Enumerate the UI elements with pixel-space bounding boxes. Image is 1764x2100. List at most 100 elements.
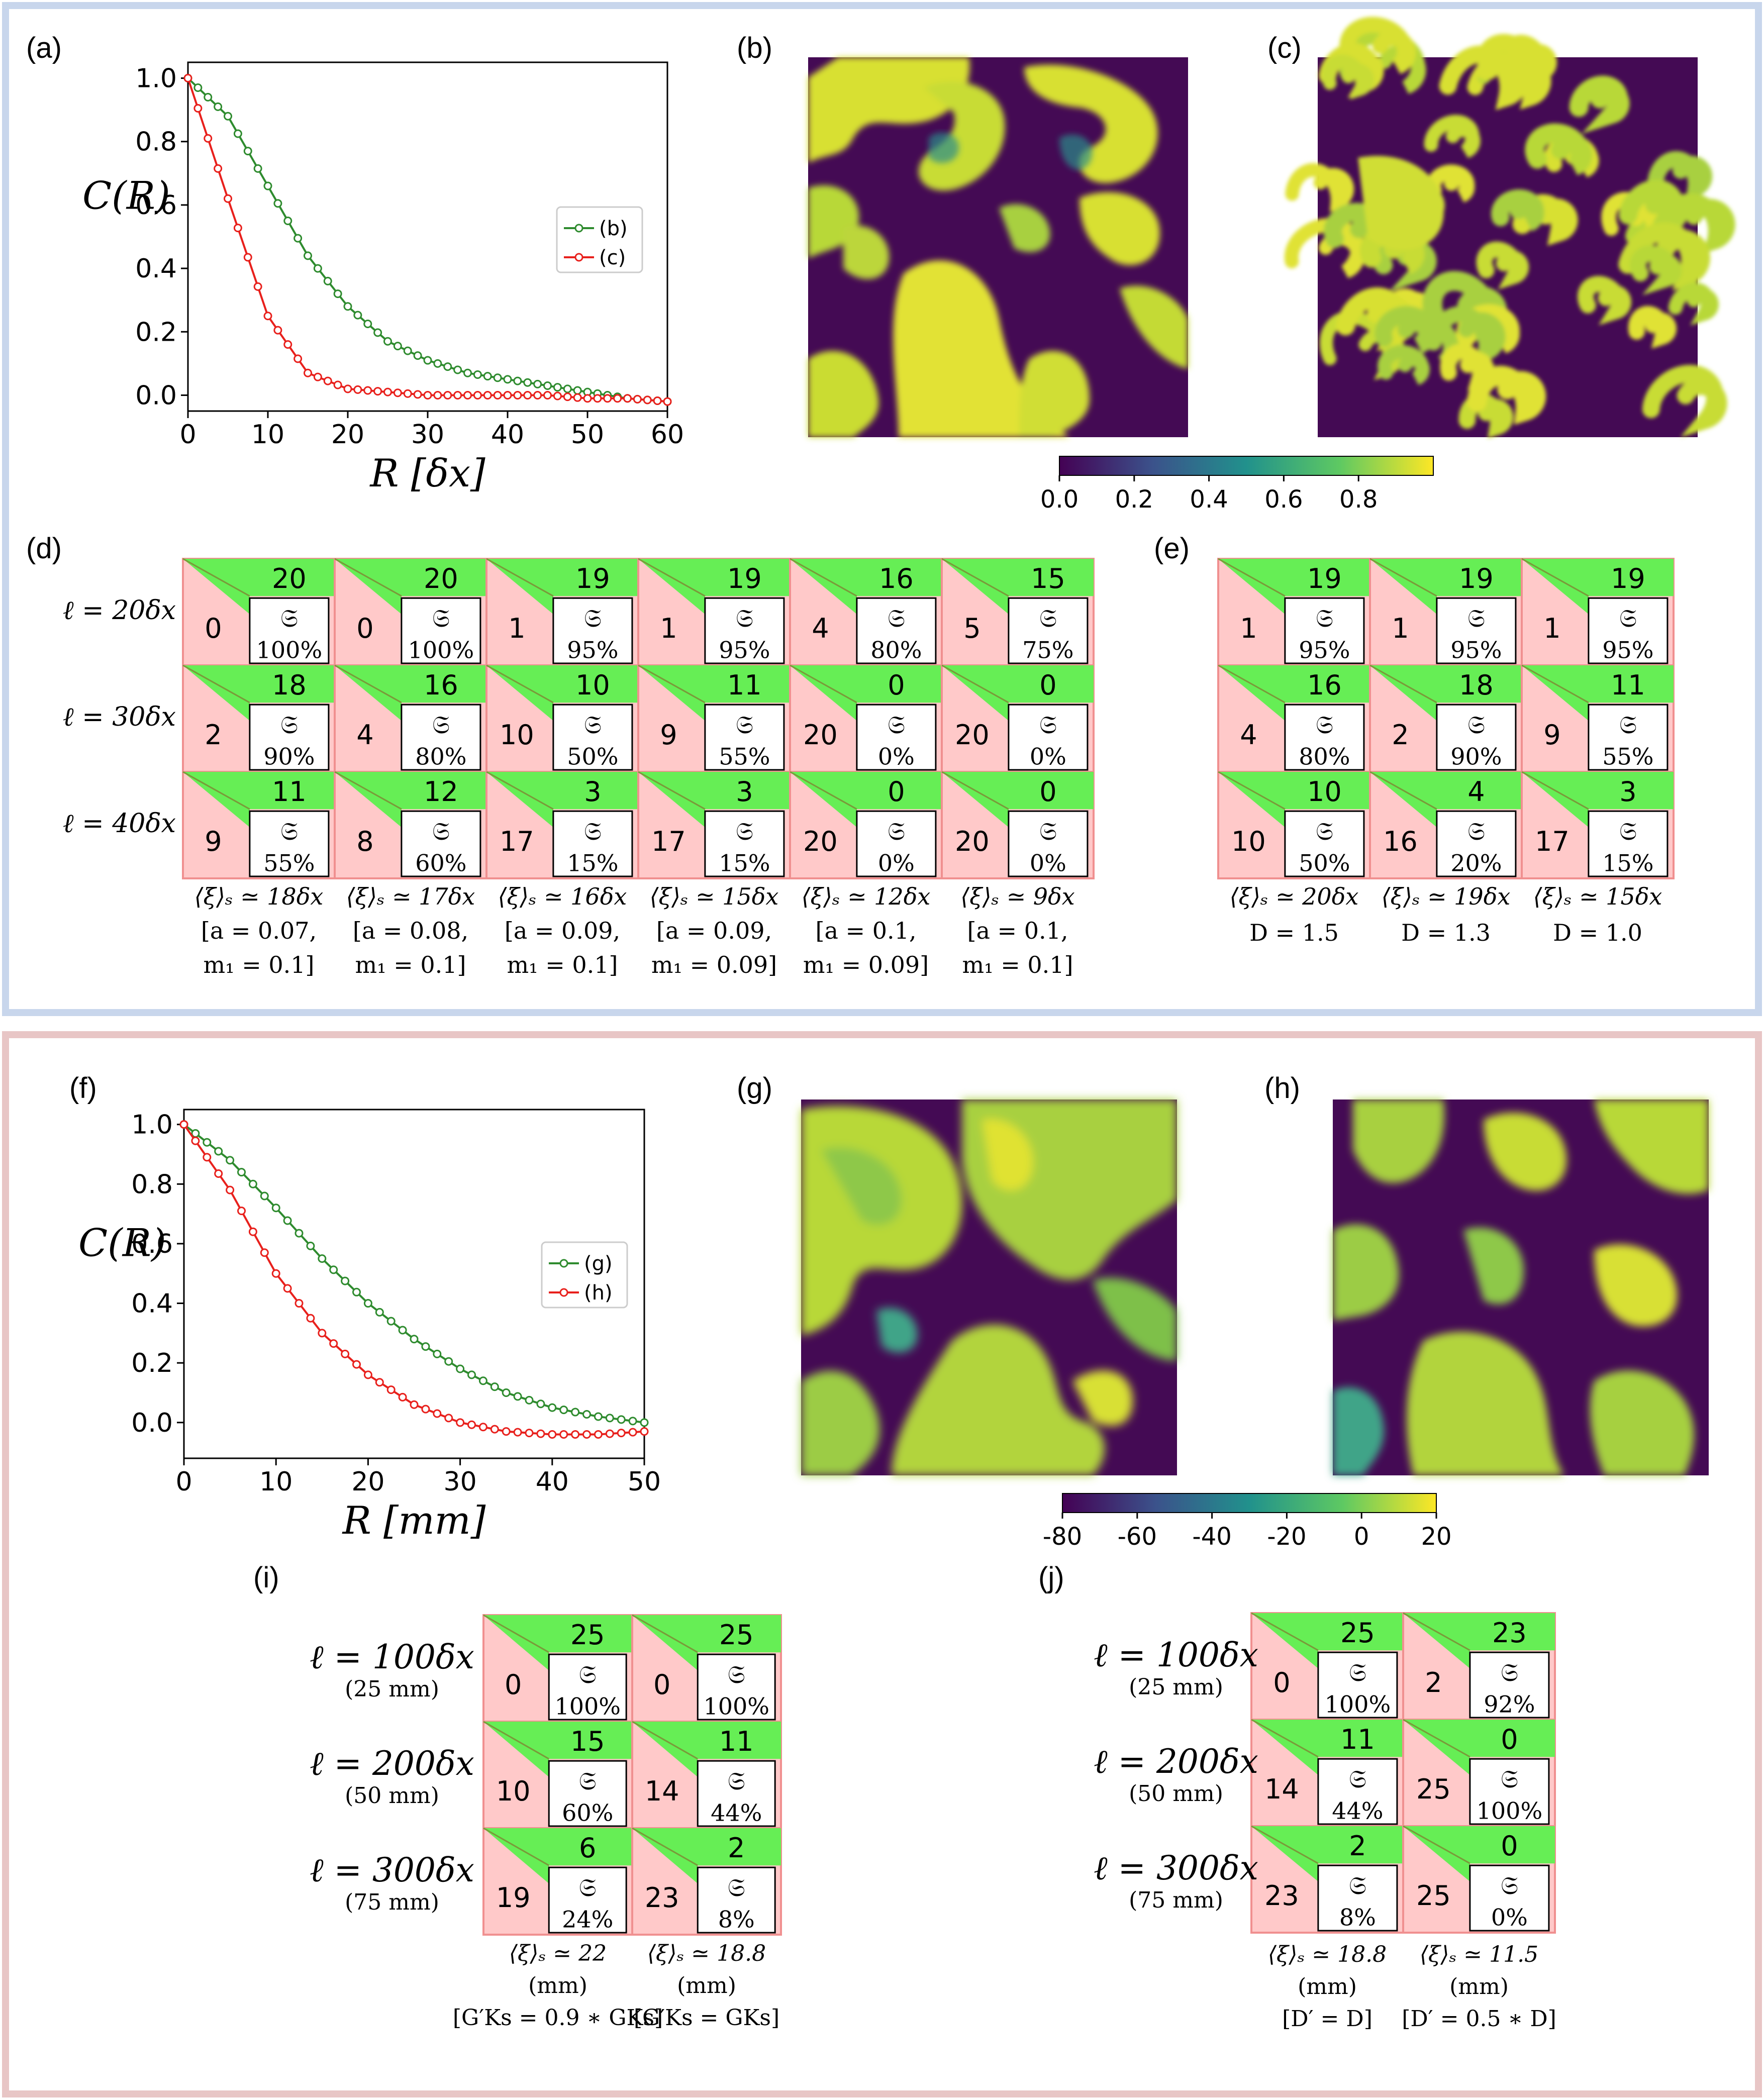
panel-label-c: (c) [1267, 32, 1302, 64]
column-caption: ⟨ξ⟩ₛ ≃ 19δx [1382, 883, 1511, 910]
cell-percent-box [697, 1866, 776, 1934]
data-point [363, 386, 372, 395]
data-point [559, 1430, 568, 1439]
cell-green-region [638, 772, 790, 828]
swirl-pattern [1285, 163, 1354, 213]
cell-diagonal [1251, 1719, 1319, 1758]
cell-percent: 92% [1484, 1691, 1535, 1718]
column-caption: ⟨ξ⟩ₛ ≃ 20δx [1230, 883, 1359, 910]
cell-percent-box [1284, 810, 1365, 877]
column-caption: [G′Ks = 0.9 ∗ GKs] [453, 2005, 663, 2031]
y-tick-label: 0.2 [135, 317, 177, 347]
cell-green-region [483, 1828, 632, 1884]
cell-green-region [1403, 1826, 1555, 1882]
data-point [293, 234, 303, 243]
cell-top-count: 19 [727, 563, 762, 594]
cell-left-count: 2 [1425, 1667, 1442, 1698]
cell-symbol: 𝔖 [1349, 1871, 1366, 1900]
cell-top-count: 2 [1349, 1830, 1366, 1862]
cell-diagonal [182, 664, 250, 704]
cell-percent: 60% [415, 850, 466, 877]
column-caption: D = 1.3 [1401, 919, 1491, 946]
cell-diagonal [1251, 1825, 1319, 1864]
cell-top-count: 25 [1340, 1617, 1375, 1649]
cell-diagonal [632, 1827, 698, 1866]
swirl-pattern [1618, 179, 1689, 240]
cell-green-region [638, 559, 790, 615]
cell-top-count: 0 [888, 669, 905, 701]
y-tick-label: 0.8 [131, 1169, 173, 1199]
cell-left-count: 0 [505, 1669, 522, 1701]
data-point [293, 354, 303, 363]
data-point [253, 282, 262, 291]
data-point [536, 1399, 545, 1409]
colorbar-tick-label: -60 [1118, 1523, 1157, 1551]
data-point [594, 1430, 603, 1439]
swirl-pattern [1477, 34, 1545, 95]
data-point [563, 384, 572, 393]
x-tick-label: 20 [331, 420, 364, 450]
column-caption: m₁ = 0.1] [507, 951, 618, 978]
data-point [543, 381, 552, 390]
data-point [273, 199, 282, 208]
colorbar-tick-label: -20 [1267, 1523, 1306, 1551]
data-point [433, 390, 442, 399]
legend-label: (c) [599, 246, 626, 269]
panel-label-j: (j) [1038, 1561, 1064, 1594]
cell-diagonal [483, 1721, 549, 1760]
data-point [490, 1382, 499, 1391]
cell-top-count: 15 [570, 1726, 605, 1757]
cell-symbol: 𝔖 [1316, 817, 1333, 846]
cell-top-count: 11 [719, 1726, 754, 1757]
cell-percent: 80% [415, 743, 466, 770]
data-point [352, 1360, 361, 1369]
cell-symbol: 𝔖 [1039, 710, 1057, 739]
data-point [333, 289, 342, 298]
data-point [503, 375, 512, 384]
cell-percent-box [1317, 1864, 1398, 1932]
data-point [304, 251, 312, 260]
data-point [523, 378, 532, 387]
x-tick-label: 20 [351, 1467, 384, 1497]
panel-label-i: (i) [253, 1561, 279, 1594]
field-image-c [1284, 17, 1735, 439]
column-caption: m₁ = 0.1] [204, 951, 315, 978]
cell-top-count: 19 [1459, 563, 1494, 594]
data-point [433, 1409, 442, 1418]
cell-top-count: 19 [1307, 563, 1342, 594]
legend-label: (b) [599, 217, 628, 240]
data-point [463, 368, 472, 377]
cell-percent: 75% [1022, 637, 1073, 664]
cell-green-region [1251, 1613, 1403, 1669]
cell-top-count: 19 [575, 563, 610, 594]
x-axis-label: R [δx] [369, 451, 485, 495]
column-caption: ⟨ξ⟩ₛ ≃ 9δx [960, 883, 1074, 910]
cell-diagonal [638, 664, 706, 704]
data-point [283, 1284, 292, 1293]
cell-left-count: 8 [356, 826, 373, 857]
cell-left-count: 1 [660, 613, 677, 644]
cell-symbol: 𝔖 [432, 817, 450, 846]
cell-percent: 15% [567, 850, 618, 877]
cell-top-count: 2 [728, 1832, 745, 1864]
cell-percent-box [552, 810, 633, 877]
data-point [473, 390, 482, 399]
cell-symbol: 𝔖 [280, 710, 298, 739]
cell-percent: 95% [1602, 637, 1653, 664]
row-label: ℓ = 200δx [310, 1744, 474, 1783]
cell-percent: 100% [1477, 1797, 1543, 1825]
data-point [413, 351, 422, 360]
data-point [398, 1392, 407, 1402]
cell-percent-box [1284, 704, 1365, 771]
cell-percent: 50% [567, 743, 618, 770]
colorbar-tick-label: -80 [1043, 1523, 1082, 1551]
column-caption: (mm) [1298, 1974, 1357, 1999]
cell-symbol: 𝔖 [432, 710, 450, 739]
row-label-mm: (50 mm) [345, 1783, 439, 1809]
data-point [273, 326, 282, 335]
data-point [613, 394, 622, 403]
cell-percent: 0% [1491, 1904, 1528, 1931]
